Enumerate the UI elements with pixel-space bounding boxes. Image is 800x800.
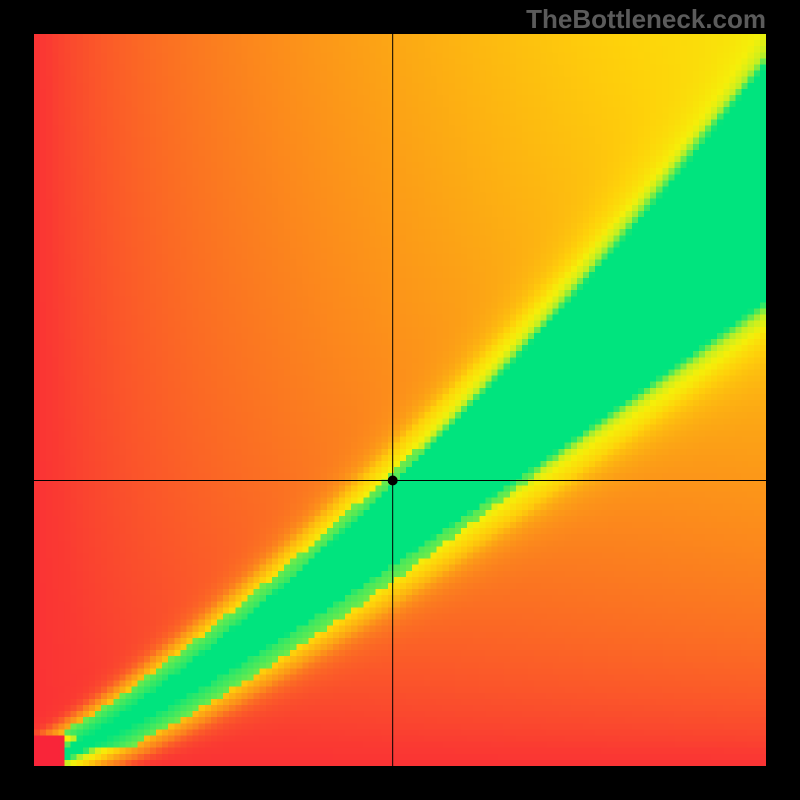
chart-container: TheBottleneck.com	[0, 0, 800, 800]
watermark-text: TheBottleneck.com	[526, 4, 766, 35]
bottleneck-heatmap	[34, 34, 766, 766]
